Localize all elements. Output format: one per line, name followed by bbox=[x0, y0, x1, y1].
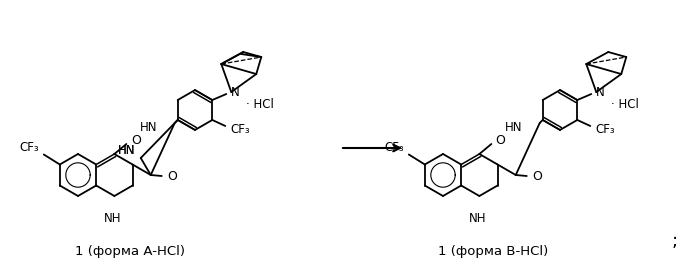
Text: O: O bbox=[131, 133, 141, 147]
Text: N: N bbox=[231, 85, 240, 99]
Text: O: O bbox=[496, 135, 505, 147]
Text: HN: HN bbox=[505, 121, 523, 135]
Text: CF₃: CF₃ bbox=[230, 124, 250, 136]
Text: NH: NH bbox=[103, 212, 121, 225]
Text: CF₃: CF₃ bbox=[384, 141, 404, 154]
Text: ;: ; bbox=[672, 232, 678, 250]
Text: 1 (форма A-HCl): 1 (форма A-HCl) bbox=[75, 245, 185, 258]
Text: O: O bbox=[168, 169, 178, 183]
Text: · HCl: · HCl bbox=[246, 98, 274, 110]
Text: CF₃: CF₃ bbox=[19, 141, 39, 154]
Text: · HCl: · HCl bbox=[612, 98, 639, 110]
Text: NH: NH bbox=[468, 212, 486, 225]
Text: CF₃: CF₃ bbox=[596, 124, 615, 136]
Text: HN: HN bbox=[140, 121, 158, 135]
Text: O: O bbox=[533, 169, 542, 183]
Text: N: N bbox=[596, 85, 605, 99]
Text: HN: HN bbox=[118, 143, 136, 157]
Text: 1 (форма B-HCl): 1 (форма B-HCl) bbox=[438, 245, 548, 258]
Text: HN: HN bbox=[118, 143, 136, 157]
